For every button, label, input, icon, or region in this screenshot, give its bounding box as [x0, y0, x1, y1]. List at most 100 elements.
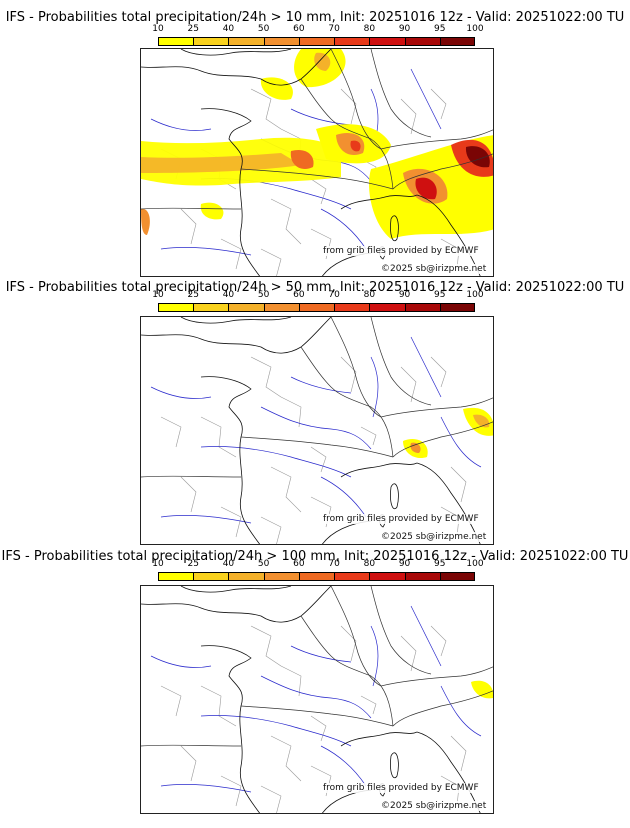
colorbar: 10 25 40 50 60 70 80 90 95 100: [152, 24, 484, 46]
admin-boundary: [400, 366, 417, 403]
precip-probability-layer: [403, 407, 493, 459]
river: [290, 376, 352, 394]
coastline: [180, 317, 292, 324]
colorbar-swatch: [228, 303, 264, 312]
colorbar-tick-label: 80: [363, 559, 376, 569]
map-canvas: [141, 586, 493, 813]
precip-area: [379, 198, 399, 232]
map-50mm: from grib files provided by ECMWF ©2025 …: [140, 316, 494, 545]
coastline: [200, 376, 261, 544]
source-credit: from grib files provided by ECMWF: [321, 246, 481, 256]
colorbar: 10 25 40 50 60 70 80 90 95 100: [152, 559, 484, 581]
colorbar-tick-label: 95: [434, 24, 446, 34]
river: [200, 446, 352, 478]
admin-boundary: [450, 735, 467, 772]
river: [410, 336, 442, 398]
colorbar-swatch: [439, 303, 475, 312]
colorbar-tick-label: 70: [328, 559, 340, 569]
country-border: [370, 317, 432, 406]
colorbar-tick-label: 60: [293, 24, 305, 34]
precip-area: [471, 680, 493, 699]
admin-boundary: [270, 466, 302, 513]
colorbar-tick-label: 40: [222, 290, 235, 300]
colorbar-swatch: [263, 303, 299, 312]
country-border: [330, 49, 382, 150]
country-border: [141, 207, 242, 210]
admin-boundary: [250, 625, 282, 667]
colorbar-swatch: [334, 303, 370, 312]
colorbar-tick-label: 60: [293, 290, 305, 300]
admin-boundary: [200, 685, 237, 727]
river: [160, 784, 252, 793]
admin-boundary: [430, 356, 447, 388]
river: [410, 605, 442, 667]
admin-boundary: [340, 356, 357, 393]
precip-area: [473, 414, 490, 428]
colorbar-swatch: [298, 303, 335, 312]
colorbar-swatch: [158, 572, 194, 581]
copyright-credit: ©2025 sb@irizpme.net: [379, 801, 489, 811]
map-canvas: [141, 317, 493, 544]
river: [260, 406, 372, 450]
colorbar-tick-label: 95: [434, 559, 446, 569]
coastline: [390, 483, 399, 510]
coastline: [390, 752, 399, 779]
admin-boundary: [430, 625, 447, 657]
country-border: [380, 397, 493, 418]
coastline: [141, 317, 332, 354]
colorbar-swatch: [298, 37, 335, 46]
coastline: [322, 252, 372, 276]
colorbar-swatch: [263, 37, 299, 46]
colorbar-tick-label: 40: [222, 559, 235, 569]
admin-boundary: [400, 98, 417, 135]
admin-boundary: [310, 178, 327, 205]
admin-boundary: [280, 665, 302, 697]
admin-boundary: [180, 745, 197, 782]
colorbar-tick-label: 90: [398, 24, 411, 34]
country-border: [300, 346, 394, 458]
country-border: [370, 49, 432, 138]
colorbar-tick-label: 60: [293, 559, 305, 569]
coastline: [141, 586, 332, 623]
colorbar-tick-label: 80: [363, 290, 376, 300]
coastline: [416, 731, 481, 813]
colorbar-tick-label: 80: [363, 24, 376, 34]
colorbar-tick-label: 100: [466, 559, 484, 569]
admin-boundary: [360, 426, 377, 446]
colorbar-tick-label: 70: [328, 290, 340, 300]
colorbar-swatch: [369, 37, 405, 46]
admin-boundary: [160, 416, 182, 448]
coastline: [180, 49, 292, 56]
precip-area: [141, 153, 301, 173]
admin-boundary: [450, 466, 467, 503]
river: [290, 645, 352, 663]
admin-boundary: [250, 356, 282, 398]
colorbar-tick-label: 25: [187, 290, 199, 300]
country-border: [141, 744, 242, 747]
colorbar-swatch: [193, 303, 229, 312]
colorbar-tick-label: 50: [257, 24, 270, 34]
river: [200, 715, 352, 747]
panel-title: IFS - Probabilities total precipitation/…: [5, 10, 625, 25]
country-border: [240, 436, 394, 458]
precip-area: [465, 146, 490, 168]
river: [290, 108, 352, 126]
admin-boundary: [180, 476, 197, 513]
colorbar-swatch: [158, 37, 194, 46]
colorbar-tick-label: 10: [152, 290, 164, 300]
admin-boundary: [220, 238, 242, 270]
colorbar-tick-label: 100: [466, 24, 484, 34]
river: [440, 416, 482, 468]
admin-boundary: [220, 775, 242, 807]
admin-boundary: [270, 735, 302, 782]
precip-area: [350, 140, 361, 152]
country-border: [392, 153, 493, 190]
country-border: [240, 705, 394, 727]
river: [320, 476, 367, 518]
coastline: [340, 731, 418, 747]
colorbar-swatch: [334, 37, 370, 46]
colorbar-tick-label: 70: [328, 24, 340, 34]
river: [150, 118, 212, 131]
coastline: [141, 49, 332, 86]
country-border: [380, 129, 493, 150]
